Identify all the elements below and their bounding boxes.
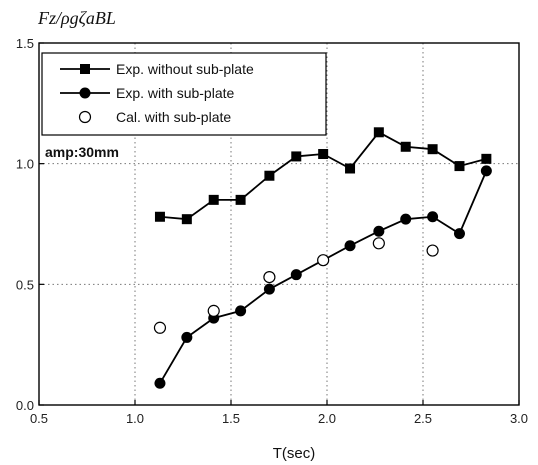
series-0-point-6 xyxy=(318,149,329,160)
x-tick-label-0: 0.5 xyxy=(30,411,48,426)
series-0-point-1 xyxy=(181,214,192,225)
series-1-point-0 xyxy=(154,377,166,389)
series-1-point-10 xyxy=(427,211,439,223)
series-1-point-1 xyxy=(181,331,193,343)
x-tick-label-2: 1.5 xyxy=(222,411,240,426)
series-0-point-9 xyxy=(400,141,411,152)
series-0-point-5 xyxy=(291,151,302,162)
annotation-label: amp:30mm xyxy=(45,144,119,160)
series-0-point-7 xyxy=(345,163,356,174)
series-1-point-12 xyxy=(480,165,492,177)
series-1-point-3 xyxy=(235,305,247,317)
series-0-point-3 xyxy=(235,194,246,205)
y-axis-label: Fz/ρgζaBL xyxy=(37,8,116,28)
series-1-point-5 xyxy=(290,269,302,281)
y-tick-label-0: 0.0 xyxy=(16,398,34,413)
plot-frame xyxy=(38,42,520,406)
series-2-point-3 xyxy=(317,254,330,267)
series-1-point-7 xyxy=(344,240,356,252)
series-1-point-8 xyxy=(373,225,385,237)
x-tick-label-4: 2.5 xyxy=(414,411,432,426)
series-2-point-1 xyxy=(207,304,220,317)
series-0-point-4 xyxy=(264,170,275,181)
series-0-point-12 xyxy=(481,153,492,164)
x-tick-label-3: 2.0 xyxy=(318,411,336,426)
series-0-point-0 xyxy=(154,211,165,222)
y-tick-label-3: 1.5 xyxy=(16,36,34,51)
series-2-point-4 xyxy=(372,237,385,250)
legend-label-2: Cal. with sub-plate xyxy=(116,109,231,125)
series-0-point-2 xyxy=(208,194,219,205)
legend-marker-1 xyxy=(79,87,91,99)
series-1-point-11 xyxy=(453,228,465,240)
series-0-point-10 xyxy=(427,144,438,155)
series-1-point-9 xyxy=(400,213,412,225)
legend-marker-0 xyxy=(80,64,90,74)
legend-label-1: Exp. with sub-plate xyxy=(116,85,234,101)
legend-marker-2 xyxy=(78,110,92,124)
y-tick-label-1: 0.5 xyxy=(16,277,34,292)
series-2-point-5 xyxy=(426,244,439,257)
series-2-point-2 xyxy=(263,270,276,284)
x-axis-label: T(sec) xyxy=(273,445,316,462)
series-2-point-0 xyxy=(153,321,167,334)
y-tick-label-2: 1.0 xyxy=(16,157,34,172)
legend-label-0: Exp. without sub-plate xyxy=(116,61,254,77)
series-0-point-8 xyxy=(373,127,384,138)
series-0-point-11 xyxy=(454,161,465,172)
series-1-point-4 xyxy=(263,283,275,295)
x-tick-label-5: 3.0 xyxy=(510,411,528,426)
x-tick-label-1: 1.0 xyxy=(126,411,144,426)
